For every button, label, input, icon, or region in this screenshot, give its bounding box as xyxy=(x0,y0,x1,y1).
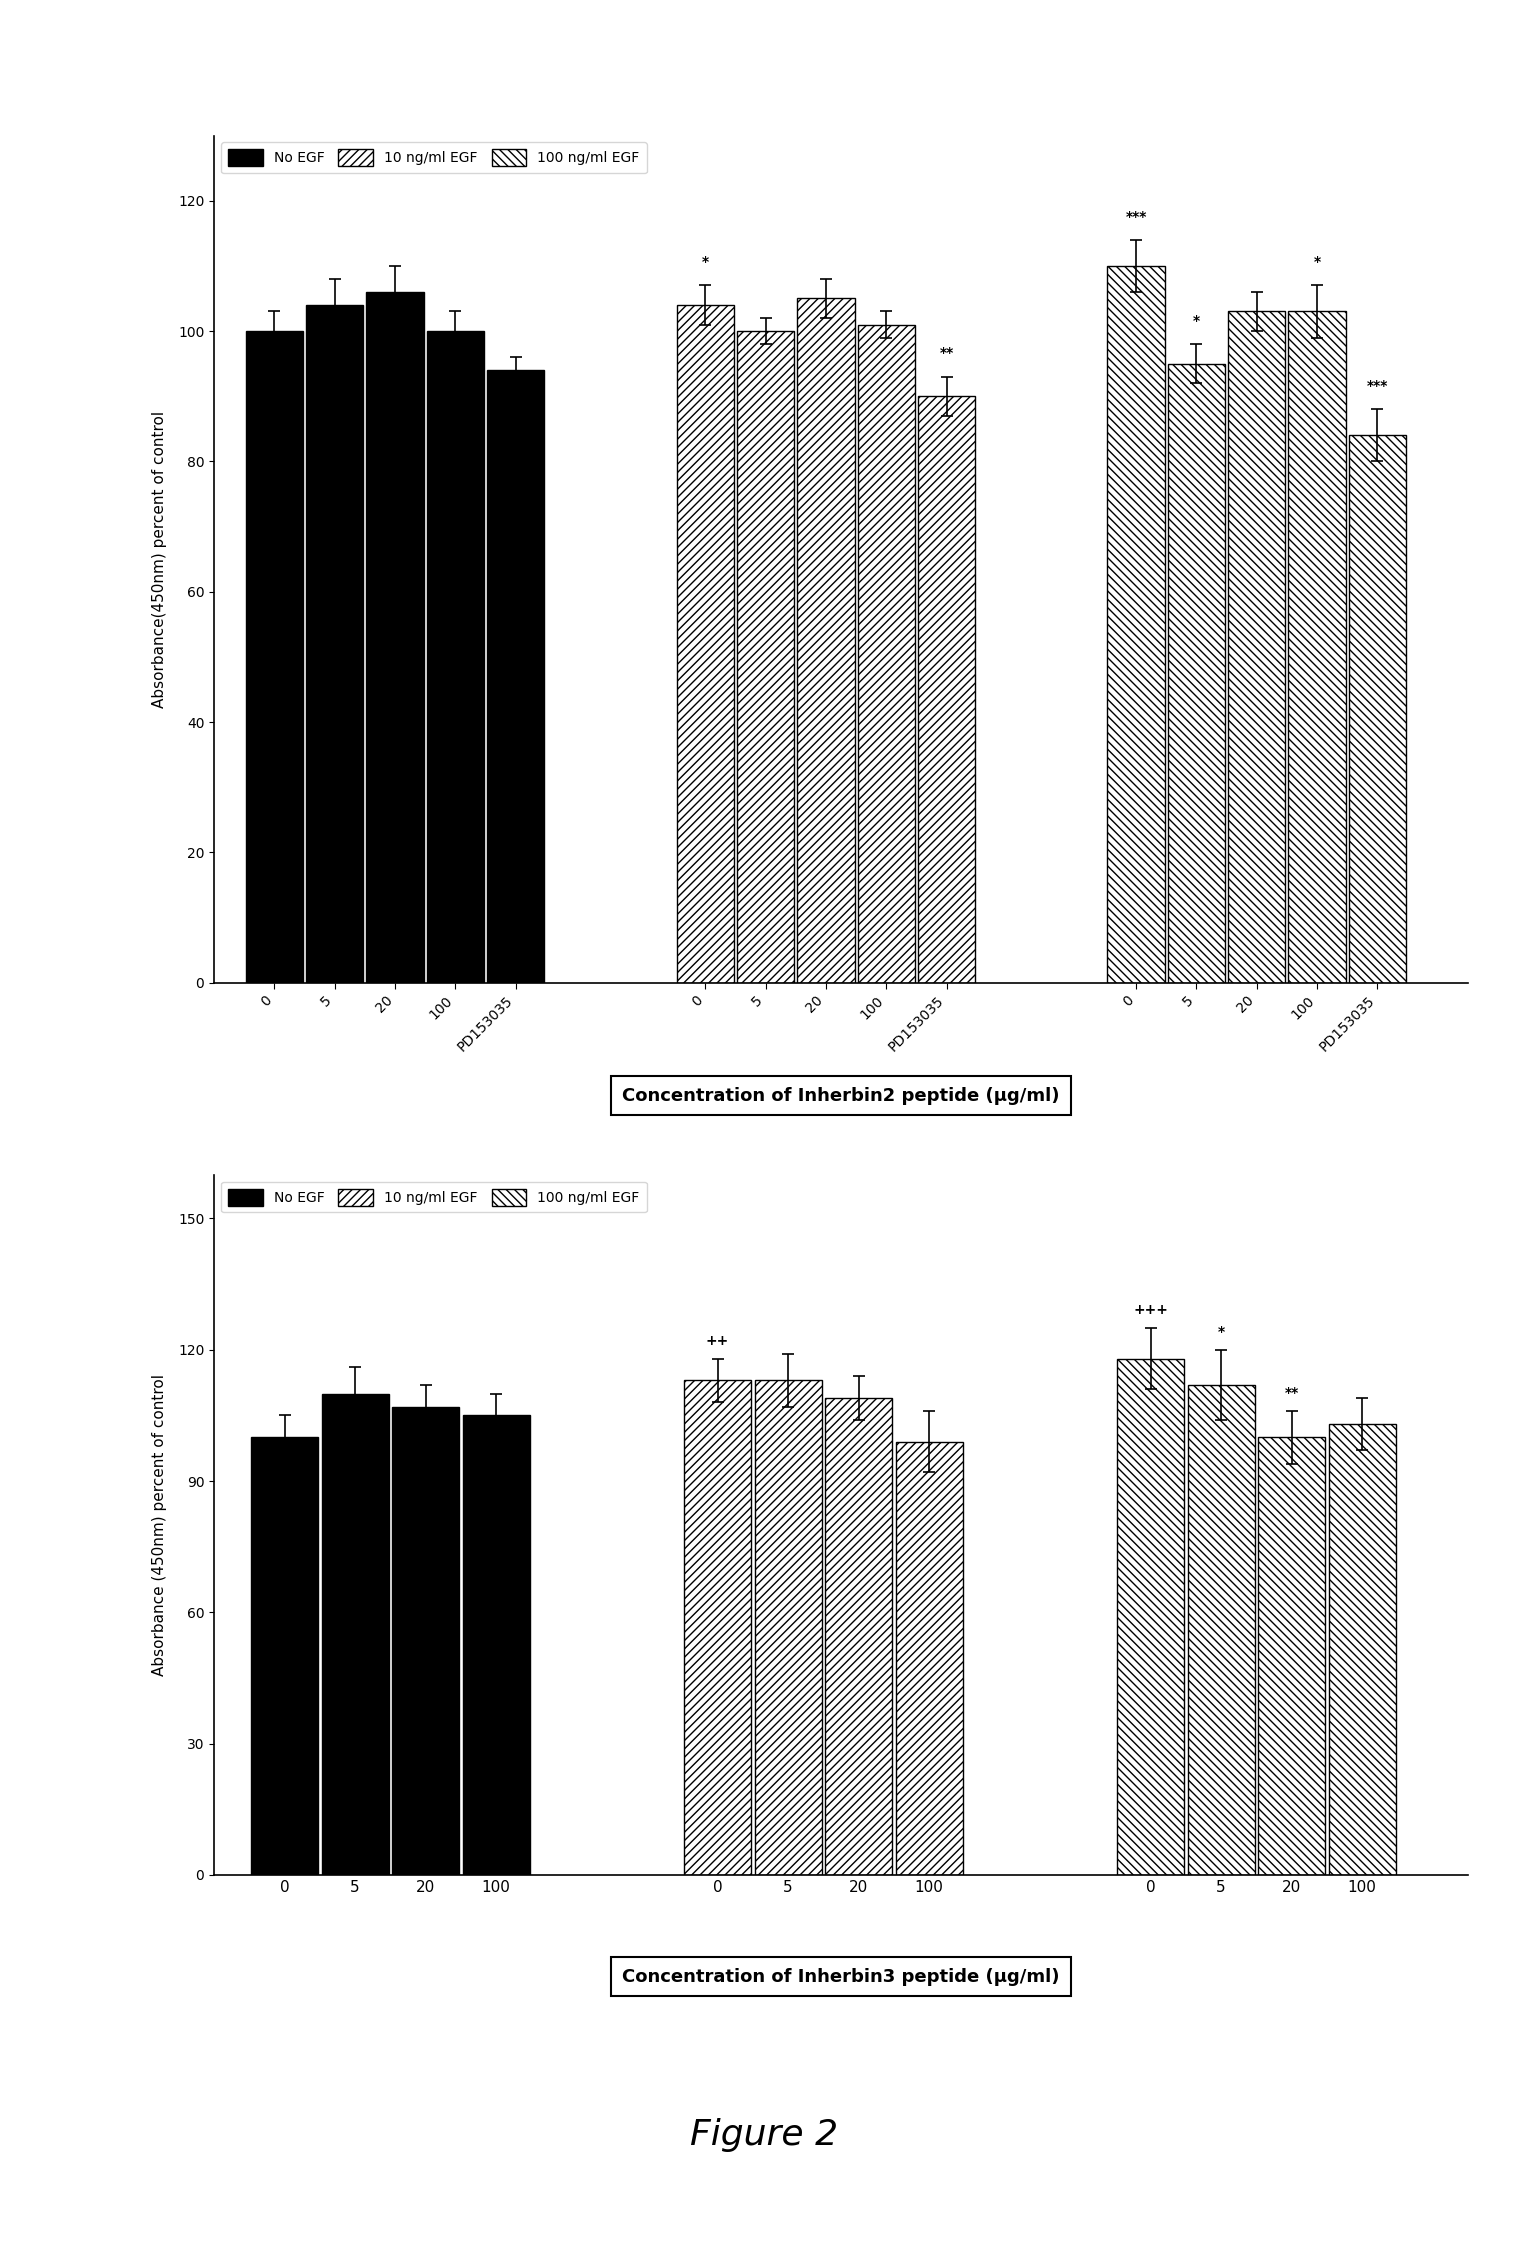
Bar xyxy=(1107,267,1165,983)
Bar xyxy=(1188,1385,1255,1875)
Bar xyxy=(321,1394,388,1875)
Bar xyxy=(427,332,485,983)
Text: ***: *** xyxy=(1125,210,1147,224)
Bar xyxy=(797,298,855,983)
Text: **: ** xyxy=(1284,1387,1298,1401)
Bar xyxy=(251,1437,318,1875)
Bar xyxy=(1349,436,1407,983)
Bar xyxy=(676,305,734,983)
Bar xyxy=(306,305,364,983)
Text: *: * xyxy=(1217,1324,1225,1340)
Bar xyxy=(391,1407,459,1875)
Text: *: * xyxy=(1193,314,1200,328)
Y-axis label: Absorbance (450nm) percent of control: Absorbance (450nm) percent of control xyxy=(151,1373,167,1676)
Bar xyxy=(1258,1437,1326,1875)
Bar xyxy=(488,370,544,983)
Bar xyxy=(683,1380,751,1875)
Text: Concentration of Inherbin2 peptide (μg/ml): Concentration of Inherbin2 peptide (μg/m… xyxy=(622,1087,1060,1105)
Bar xyxy=(755,1380,821,1875)
Bar xyxy=(367,291,424,983)
Text: *: * xyxy=(1313,255,1321,269)
Legend: No EGF, 10 ng/ml EGF, 100 ng/ml EGF: No EGF, 10 ng/ml EGF, 100 ng/ml EGF xyxy=(222,1181,647,1213)
Text: Figure 2: Figure 2 xyxy=(691,2117,838,2153)
Text: *: * xyxy=(702,255,709,269)
Bar xyxy=(737,332,794,983)
Text: **: ** xyxy=(939,346,954,361)
Text: +++: +++ xyxy=(1133,1303,1168,1317)
Bar xyxy=(896,1441,963,1875)
Legend: No EGF, 10 ng/ml EGF, 100 ng/ml EGF: No EGF, 10 ng/ml EGF, 100 ng/ml EGF xyxy=(222,142,647,174)
Bar xyxy=(1289,312,1346,983)
Text: ++: ++ xyxy=(706,1333,729,1349)
Bar xyxy=(1228,312,1286,983)
Text: ***: *** xyxy=(1367,380,1388,393)
Bar xyxy=(463,1416,529,1875)
Bar xyxy=(246,332,303,983)
Y-axis label: Absorbance(450nm) percent of control: Absorbance(450nm) percent of control xyxy=(151,411,167,707)
Bar xyxy=(917,395,976,983)
Bar xyxy=(1329,1423,1396,1875)
Text: Concentration of Inherbin3 peptide (μg/ml): Concentration of Inherbin3 peptide (μg/m… xyxy=(622,1968,1060,1986)
Bar xyxy=(1118,1358,1183,1875)
Bar xyxy=(1168,364,1225,983)
Bar xyxy=(858,325,914,983)
Bar xyxy=(826,1398,891,1875)
